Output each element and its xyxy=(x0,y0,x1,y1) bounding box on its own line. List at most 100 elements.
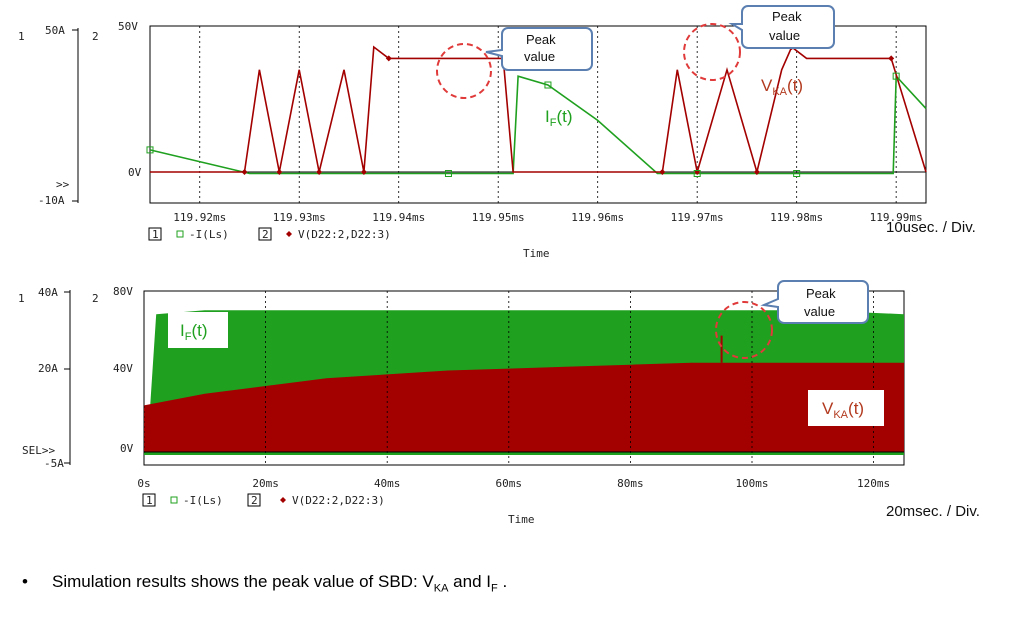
top-legend: 1 -I(Ls) 2 V(D22:2,D22:3) xyxy=(148,227,391,241)
top-right-tick-50V: 50V xyxy=(118,20,138,33)
top-left-panel-id-1: 1 xyxy=(18,30,25,43)
bullet-dot: • xyxy=(22,572,28,591)
top-x-tick-label: 119.92ms xyxy=(173,211,226,224)
top-current-marker xyxy=(693,170,701,177)
bottom-series-group xyxy=(144,310,904,455)
top-callout-2-line2: value xyxy=(769,28,800,43)
bottom-x-ticks: 0s 20ms 40ms 60ms 80ms 100ms 120ms xyxy=(137,477,890,490)
top-current-marker xyxy=(793,170,801,177)
bottom-vka-label-box xyxy=(808,390,884,426)
top-current-marker xyxy=(544,81,552,89)
bullet-sub-ka: KA xyxy=(433,582,449,595)
top-current-marker xyxy=(146,146,154,154)
top-legend-marker-red xyxy=(286,231,292,237)
bottom-legend-box-2 xyxy=(247,493,261,507)
bottom-callout-line1: Peak xyxy=(806,286,836,301)
bottom-x-tick-label: 100ms xyxy=(735,477,768,490)
top-trace-label-vka: VKA(t) xyxy=(761,76,803,98)
top-trace-label-if: IF(t) xyxy=(545,107,573,129)
top-legend-marker-green xyxy=(176,230,184,238)
bottom-legend-id-1: 1 xyxy=(146,494,153,507)
bottom-callout xyxy=(760,280,869,324)
top-voltage-marker xyxy=(385,55,392,62)
top-x-tick-label: 119.98ms xyxy=(770,211,823,224)
top-callout-1 xyxy=(485,27,593,71)
top-left-tick-neg10A: -10A xyxy=(38,194,65,207)
top-voltage-marker xyxy=(316,169,323,175)
bottom-x-tick-label: 20ms xyxy=(252,477,279,490)
top-callout-1-line2: value xyxy=(524,49,555,64)
bottom-x-axis-label: Time xyxy=(508,513,535,526)
bottom-x-tick-label: 120ms xyxy=(857,477,890,490)
bullet-text-2: and I xyxy=(448,572,491,591)
bottom-div-label: 20msec. / Div. xyxy=(886,503,980,520)
bottom-callout-line2: value xyxy=(804,304,835,319)
top-left-tick-arrow: >> xyxy=(56,178,70,191)
bottom-left-tick-neg5A: -5A xyxy=(44,457,64,470)
bottom-legend-marker-green xyxy=(170,496,178,504)
top-left-tick-50A: 50A xyxy=(45,24,65,37)
bottom-left-tick-20A: 20A xyxy=(38,362,58,375)
top-voltage-marker xyxy=(241,169,248,175)
top-chart: 1 2 50A >> -10A 50V 0V 119.92ms 119.93ms 1… xyxy=(18,5,976,260)
top-x-tick-label: 119.96ms xyxy=(571,211,624,224)
top-voltage-marker xyxy=(360,169,367,175)
bottom-left-panel-id-2: 2 xyxy=(92,292,99,305)
top-legend-box-1 xyxy=(148,227,162,241)
bottom-legend-box-1 xyxy=(142,493,156,507)
top-series-current xyxy=(149,74,927,175)
top-current-marker xyxy=(892,72,900,80)
top-x-tick-label: 119.95ms xyxy=(472,211,525,224)
top-x-tick-label: 119.94ms xyxy=(372,211,425,224)
bullet-sub-f: F xyxy=(490,582,498,595)
top-left-panel-id-2: 2 xyxy=(92,30,99,43)
top-peak-circle-1 xyxy=(436,43,492,99)
top-voltage-marker xyxy=(659,169,666,175)
top-legend-id-2: 2 xyxy=(262,228,269,241)
bottom-gridlines xyxy=(143,291,904,465)
top-callout-1-line1: Peak xyxy=(526,32,556,47)
bullet-text-1: Simulation results shows the peak value … xyxy=(52,572,434,591)
top-div-label: 10usec. / Div. xyxy=(886,219,976,236)
bottom-peak-circle xyxy=(715,301,773,359)
top-x-axis-label: Time xyxy=(523,247,550,260)
bottom-trace-label-vka: VKA(t) xyxy=(822,399,864,421)
bottom-legend-id-2: 2 xyxy=(251,494,258,507)
top-x-tick-label: 119.97ms xyxy=(671,211,724,224)
top-right-tick-0V: 0V xyxy=(128,166,142,179)
bottom-left-panel-id-1: 1 xyxy=(18,292,25,305)
bottom-right-tick-80V: 80V xyxy=(113,285,133,298)
bottom-if-label-box xyxy=(168,312,228,348)
top-voltage-marker xyxy=(753,169,760,175)
bottom-right-tick-0V: 0V xyxy=(120,442,134,455)
top-voltage-marker xyxy=(888,55,895,62)
bottom-series-voltage xyxy=(144,362,904,452)
bottom-x-tick-label: 40ms xyxy=(374,477,401,490)
bottom-x-tick-label: 60ms xyxy=(496,477,523,490)
bottom-legend-name-2: V(D22:2,D22:3) xyxy=(292,494,385,507)
bottom-trace-label-if: IF(t) xyxy=(180,321,208,343)
top-x-tick-label: 119.99ms xyxy=(870,211,923,224)
top-legend-name-2: V(D22:2,D22:3) xyxy=(298,228,391,241)
bottom-x-tick-label: 80ms xyxy=(617,477,644,490)
summary-bullet: • Simulation results shows the peak value… xyxy=(22,572,507,594)
bottom-legend: 1 -I(Ls) 2 V(D22:2,D22:3) xyxy=(142,493,385,507)
top-legend-box-2 xyxy=(258,227,272,241)
top-x-tick-label: 119.93ms xyxy=(273,211,326,224)
bottom-left-tick-sel: SEL>> xyxy=(22,444,55,457)
top-callout-2-line1: Peak xyxy=(772,9,802,24)
bottom-legend-name-1: -I(Ls) xyxy=(183,494,223,507)
top-current-marker xyxy=(444,170,452,177)
top-callout-2 xyxy=(728,5,835,49)
bottom-legend-marker-red xyxy=(280,497,286,503)
top-x-ticks: 119.92ms 119.93ms 119.94ms 119.95ms 119.96ms… xyxy=(173,211,922,224)
top-voltage-marker xyxy=(276,169,283,175)
bottom-left-tick-40A: 40A xyxy=(38,286,58,299)
bottom-right-tick-40V: 40V xyxy=(113,362,133,375)
top-legend-name-1: -I(Ls) xyxy=(189,228,229,241)
bottom-x-tick-label: 0s xyxy=(137,477,150,490)
top-peak-circle-2 xyxy=(683,23,741,81)
bullet-text-3: . xyxy=(497,572,508,591)
bottom-chart: 1 2 40A 20A SEL>> -5A 80V 40V 0V 0s 20ms 4… xyxy=(18,280,980,526)
